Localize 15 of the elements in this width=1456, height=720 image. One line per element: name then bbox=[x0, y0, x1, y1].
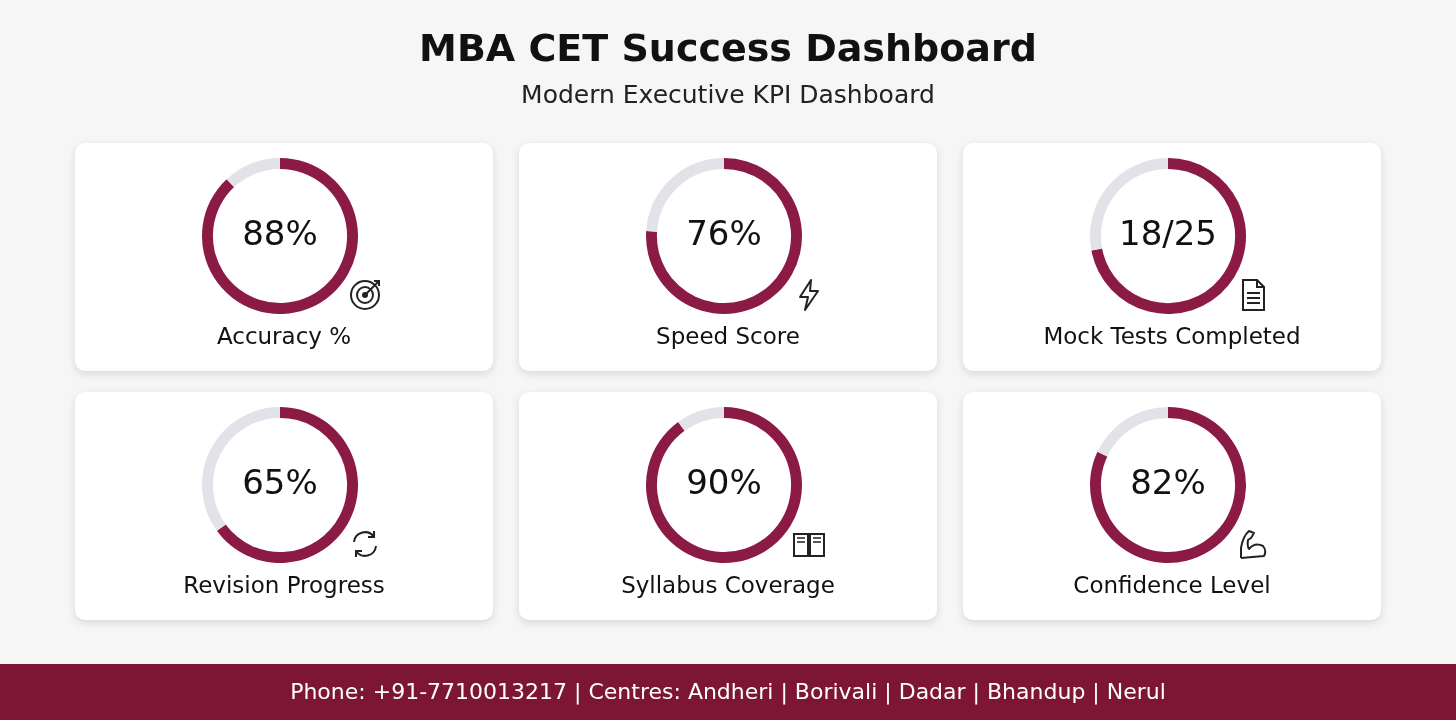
text: 88% bbox=[242, 212, 318, 253]
text: 90% bbox=[686, 461, 762, 502]
text: 76% bbox=[686, 212, 762, 253]
text: 65% bbox=[242, 461, 318, 502]
text: Phone: +91-7710013217 | Centres: Andheri | Borivali | Dadar | Bhandup | Nerul bbox=[0, 664, 1456, 720]
text: Confidence Level bbox=[1072, 572, 1272, 598]
text: MBA CET Success Dashboard bbox=[418, 26, 1038, 70]
text: Modern Executive KPI Dashboard bbox=[520, 80, 936, 109]
text: 82% bbox=[1130, 461, 1206, 502]
text: 18/25 bbox=[1119, 212, 1217, 253]
text: Revision Progress bbox=[182, 572, 386, 598]
text: Syllabus Coverage bbox=[620, 572, 836, 598]
text: Accuracy % bbox=[215, 323, 353, 349]
text: Mock Tests Completed bbox=[1042, 323, 1302, 349]
text: Speed Score bbox=[655, 323, 801, 349]
